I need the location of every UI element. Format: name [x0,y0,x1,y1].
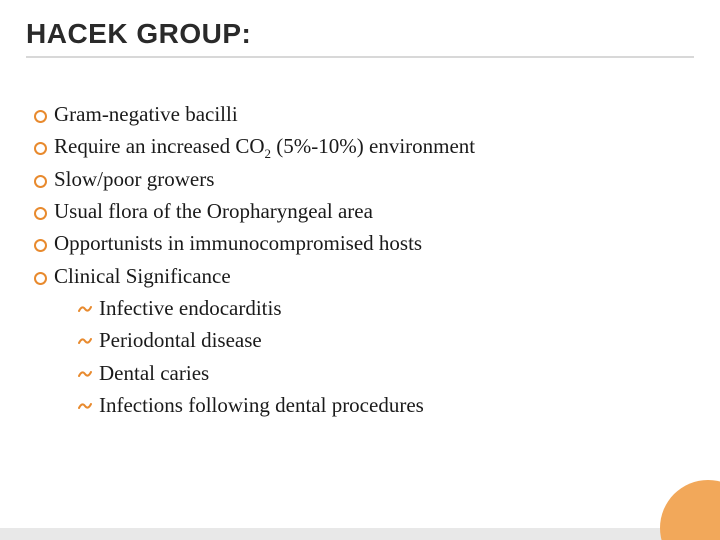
sub-list-item-text: Infections following dental procedures [99,391,424,419]
list-item-text: Usual flora of the Oropharyngeal area [54,197,373,225]
sub-list-item: Infective endocarditis [78,294,694,322]
title-underline [26,56,694,58]
list-item-text: Slow/poor growers [54,165,214,193]
content-area: Gram-negative bacilli Require an increase… [26,100,694,419]
slide-title: HACEK GROUP: [26,18,694,50]
sub-list-item-text: Periodontal disease [99,326,262,354]
list-item-text: Require an increased CO2 (5%-10%) enviro… [54,132,475,160]
wave-bullet-icon [78,391,94,419]
list-item: Usual flora of the Oropharyngeal area [34,197,694,225]
list-item-text: Gram-negative bacilli [54,100,238,128]
circle-bullet-icon [34,110,47,123]
list-item-text: Clinical Significance [54,262,231,290]
list-item-text: Opportunists in immunocompromised hosts [54,229,422,257]
inner-bullet-list: Infective endocarditis Periodontal diseas… [78,294,694,419]
circle-bullet-icon [34,175,47,188]
corner-circle-decoration [660,480,720,540]
list-item: Slow/poor growers [34,165,694,193]
bottom-bar [0,528,720,540]
list-item: Opportunists in immunocompromised hosts [34,229,694,257]
outer-bullet-list: Gram-negative bacilli Require an increase… [34,100,694,290]
wave-bullet-icon [78,326,94,354]
sub-list-item-text: Infective endocarditis [99,294,282,322]
circle-bullet-icon [34,239,47,252]
sub-list-item: Periodontal disease [78,326,694,354]
circle-bullet-icon [34,272,47,285]
wave-bullet-icon [78,294,94,322]
circle-bullet-icon [34,142,47,155]
sub-list-item: Infections following dental procedures [78,391,694,419]
wave-bullet-icon [78,359,94,387]
sub-list-item-text: Dental caries [99,359,209,387]
list-item: Gram-negative bacilli [34,100,694,128]
list-item: Clinical Significance [34,262,694,290]
sub-list-item: Dental caries [78,359,694,387]
slide: HACEK GROUP: Gram-negative bacilli Requir… [0,0,720,540]
circle-bullet-icon [34,207,47,220]
list-item: Require an increased CO2 (5%-10%) enviro… [34,132,694,160]
